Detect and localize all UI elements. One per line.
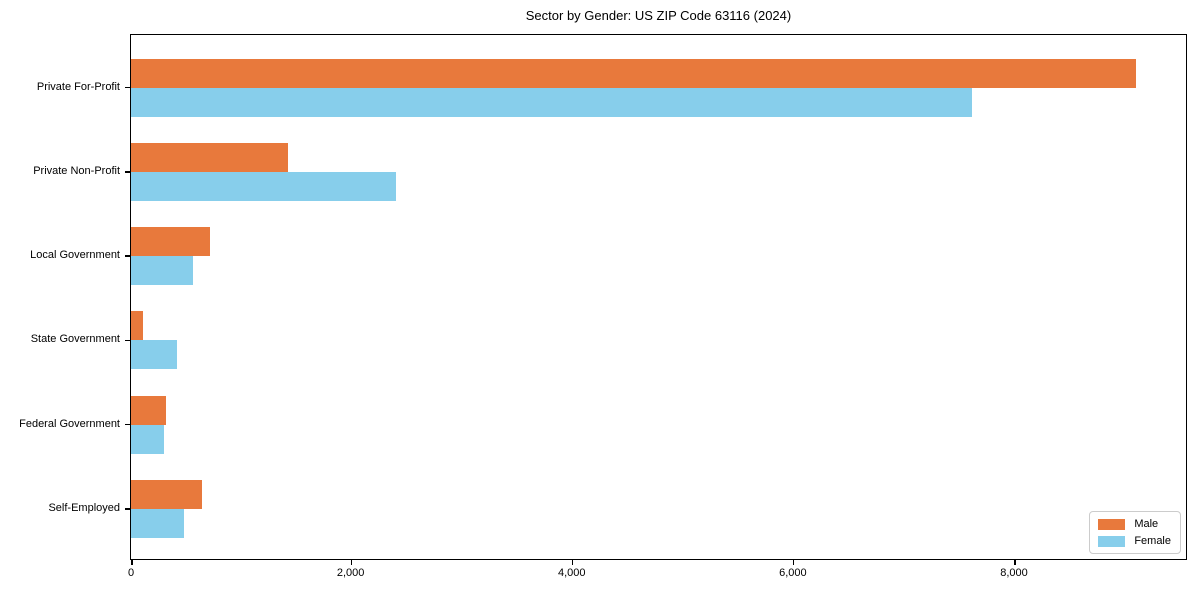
y-tick-self-employed — [124, 508, 130, 510]
bar-male-private-non-profit — [131, 142, 288, 172]
y-label-state-government: State Government — [30, 333, 120, 346]
bar-male-self-employed — [131, 480, 202, 509]
y-label-local-government: Local Government — [30, 249, 120, 262]
bar-female-private-for-profit — [131, 87, 973, 117]
legend-label-female: Female — [1134, 535, 1171, 547]
x-tick-8000 — [1014, 559, 1016, 565]
x-label-2000: 2,000 — [336, 567, 365, 579]
chart-title: Sector by Gender: US ZIP Code 63116 (202… — [525, 8, 792, 23]
bar-female-self-employed — [131, 509, 185, 538]
x-tick-0 — [131, 559, 133, 565]
x-tick-2000 — [350, 559, 353, 565]
y-label-federal-government: Federal Government — [19, 417, 120, 430]
y-label-self-employed: Self-Employed — [48, 502, 120, 514]
y-tick-private-for-profit — [124, 86, 130, 89]
x-label-8000: 8,000 — [1000, 567, 1028, 579]
y-tick-federal-government — [124, 423, 130, 426]
legend-swatch-male — [1098, 518, 1126, 530]
legend-item-female: Female — [1098, 535, 1171, 547]
y-label-private-for-profit: Private For-Profit — [36, 80, 120, 93]
legend-item-male: Male — [1098, 518, 1171, 530]
bar-female-state-government — [131, 340, 178, 370]
legend-label-male: Male — [1134, 518, 1159, 530]
y-tick-private-non-profit — [124, 171, 130, 173]
bar-female-private-non-profit — [131, 171, 397, 201]
bar-male-private-for-profit — [131, 58, 1137, 88]
x-label-0: 0 — [127, 567, 135, 579]
bar-female-federal-government — [131, 424, 165, 454]
y-label-private-non-profit: Private Non-Profit — [33, 164, 120, 177]
x-tick-4000 — [571, 559, 574, 565]
x-label-6000: 6,000 — [779, 567, 807, 579]
x-tick-6000 — [792, 559, 795, 565]
bar-male-federal-government — [131, 395, 167, 425]
bar-female-local-government — [131, 256, 193, 286]
bar-male-state-government — [131, 311, 144, 341]
plot-area: Private For-Profit Private Non-Profit Loca… — [19, 34, 1187, 579]
y-tick-state-government — [124, 339, 130, 342]
y-tick-local-government — [124, 255, 130, 257]
bar-male-local-government — [131, 227, 210, 257]
x-label-4000: 4,000 — [557, 567, 586, 579]
legend-swatch-female — [1098, 535, 1126, 547]
legend: Male Female — [1089, 511, 1181, 554]
